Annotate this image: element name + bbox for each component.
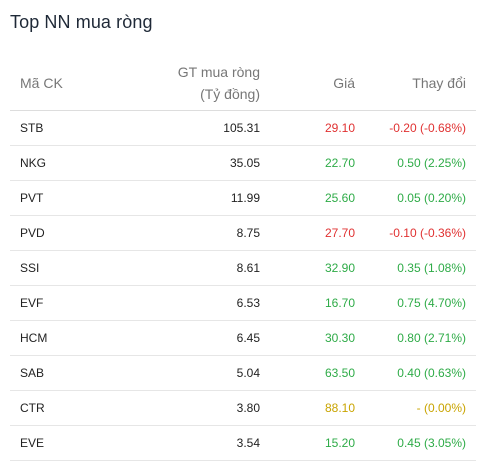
price-change: 0.40 (0.63%) [365,355,476,391]
price-change: 0.80 (2.71%) [365,320,476,356]
net-buy-value: 5.04 [130,355,270,391]
table-header-row: Mã CK GT mua ròng (Tỷ đồng) Giá Thay đổi [10,55,476,111]
stock-code[interactable]: PVT [10,180,130,216]
price: 15.20 [270,425,365,461]
stock-code[interactable]: SSI [10,250,130,286]
table-row[interactable]: SAB 5.04 63.50 0.40 (0.63%) [10,355,476,391]
stock-code[interactable]: EVE [10,425,130,461]
stock-code[interactable]: STB [10,110,130,146]
price: 63.50 [270,355,365,391]
table-row[interactable]: CTR 3.80 88.10 - (0.00%) [10,390,476,426]
header-change[interactable]: Thay đổi [365,55,476,111]
header-net-buy-value-line2: (Tỷ đồng) [200,85,260,102]
price: 22.70 [270,145,365,181]
stock-code[interactable]: PVD [10,215,130,251]
net-buy-value: 6.45 [130,320,270,356]
price-change: 0.05 (0.20%) [365,180,476,216]
header-net-buy-value-line1: GT mua ròng [177,63,260,80]
price: 88.10 [270,390,365,426]
net-buy-value: 3.54 [130,425,270,461]
net-buy-value: 8.75 [130,215,270,251]
price: 25.60 [270,180,365,216]
stock-code[interactable]: SAB [10,355,130,391]
net-buy-value: 11.99 [130,180,270,216]
price-change: 0.45 (3.05%) [365,425,476,461]
table-row[interactable]: PVT 11.99 25.60 0.05 (0.20%) [10,180,476,216]
header-code[interactable]: Mã CK [10,55,130,111]
net-buy-value: 105.31 [130,110,270,146]
table-row[interactable]: PVD 8.75 27.70 -0.10 (-0.36%) [10,215,476,251]
price: 32.90 [270,250,365,286]
price-change: -0.20 (-0.68%) [365,110,476,146]
price-change: -0.10 (-0.36%) [365,215,476,251]
net-buy-table: Mã CK GT mua ròng (Tỷ đồng) Giá Thay đổi… [10,55,476,461]
price: 16.70 [270,285,365,321]
net-buy-value: 6.53 [130,285,270,321]
price: 29.10 [270,110,365,146]
price-change: 0.75 (4.70%) [365,285,476,321]
stock-code[interactable]: EVF [10,285,130,321]
panel-title: Top NN mua ròng [10,12,153,32]
table-row[interactable]: SSI 8.61 32.90 0.35 (1.08%) [10,250,476,286]
header-net-buy-value[interactable]: GT mua ròng (Tỷ đồng) [130,55,270,111]
header-price[interactable]: Giá [270,55,365,111]
stock-code[interactable]: NKG [10,145,130,181]
price-change: 0.50 (2.25%) [365,145,476,181]
table-row[interactable]: EVE 3.54 15.20 0.45 (3.05%) [10,425,476,461]
price-change: 0.35 (1.08%) [365,250,476,286]
table-body: STB 105.31 29.10 -0.20 (-0.68%) NKG 35.0… [10,110,476,461]
net-buy-value: 8.61 [130,250,270,286]
net-buy-value: 35.05 [130,145,270,181]
table-row[interactable]: HCM 6.45 30.30 0.80 (2.71%) [10,320,476,356]
price-change: - (0.00%) [365,390,476,426]
net-buy-value: 3.80 [130,390,270,426]
table-row[interactable]: EVF 6.53 16.70 0.75 (4.70%) [10,285,476,321]
price: 30.30 [270,320,365,356]
price: 27.70 [270,215,365,251]
table-row[interactable]: STB 105.31 29.10 -0.20 (-0.68%) [10,110,476,146]
stock-code[interactable]: HCM [10,320,130,356]
stock-code[interactable]: CTR [10,390,130,426]
table-row[interactable]: NKG 35.05 22.70 0.50 (2.25%) [10,145,476,181]
